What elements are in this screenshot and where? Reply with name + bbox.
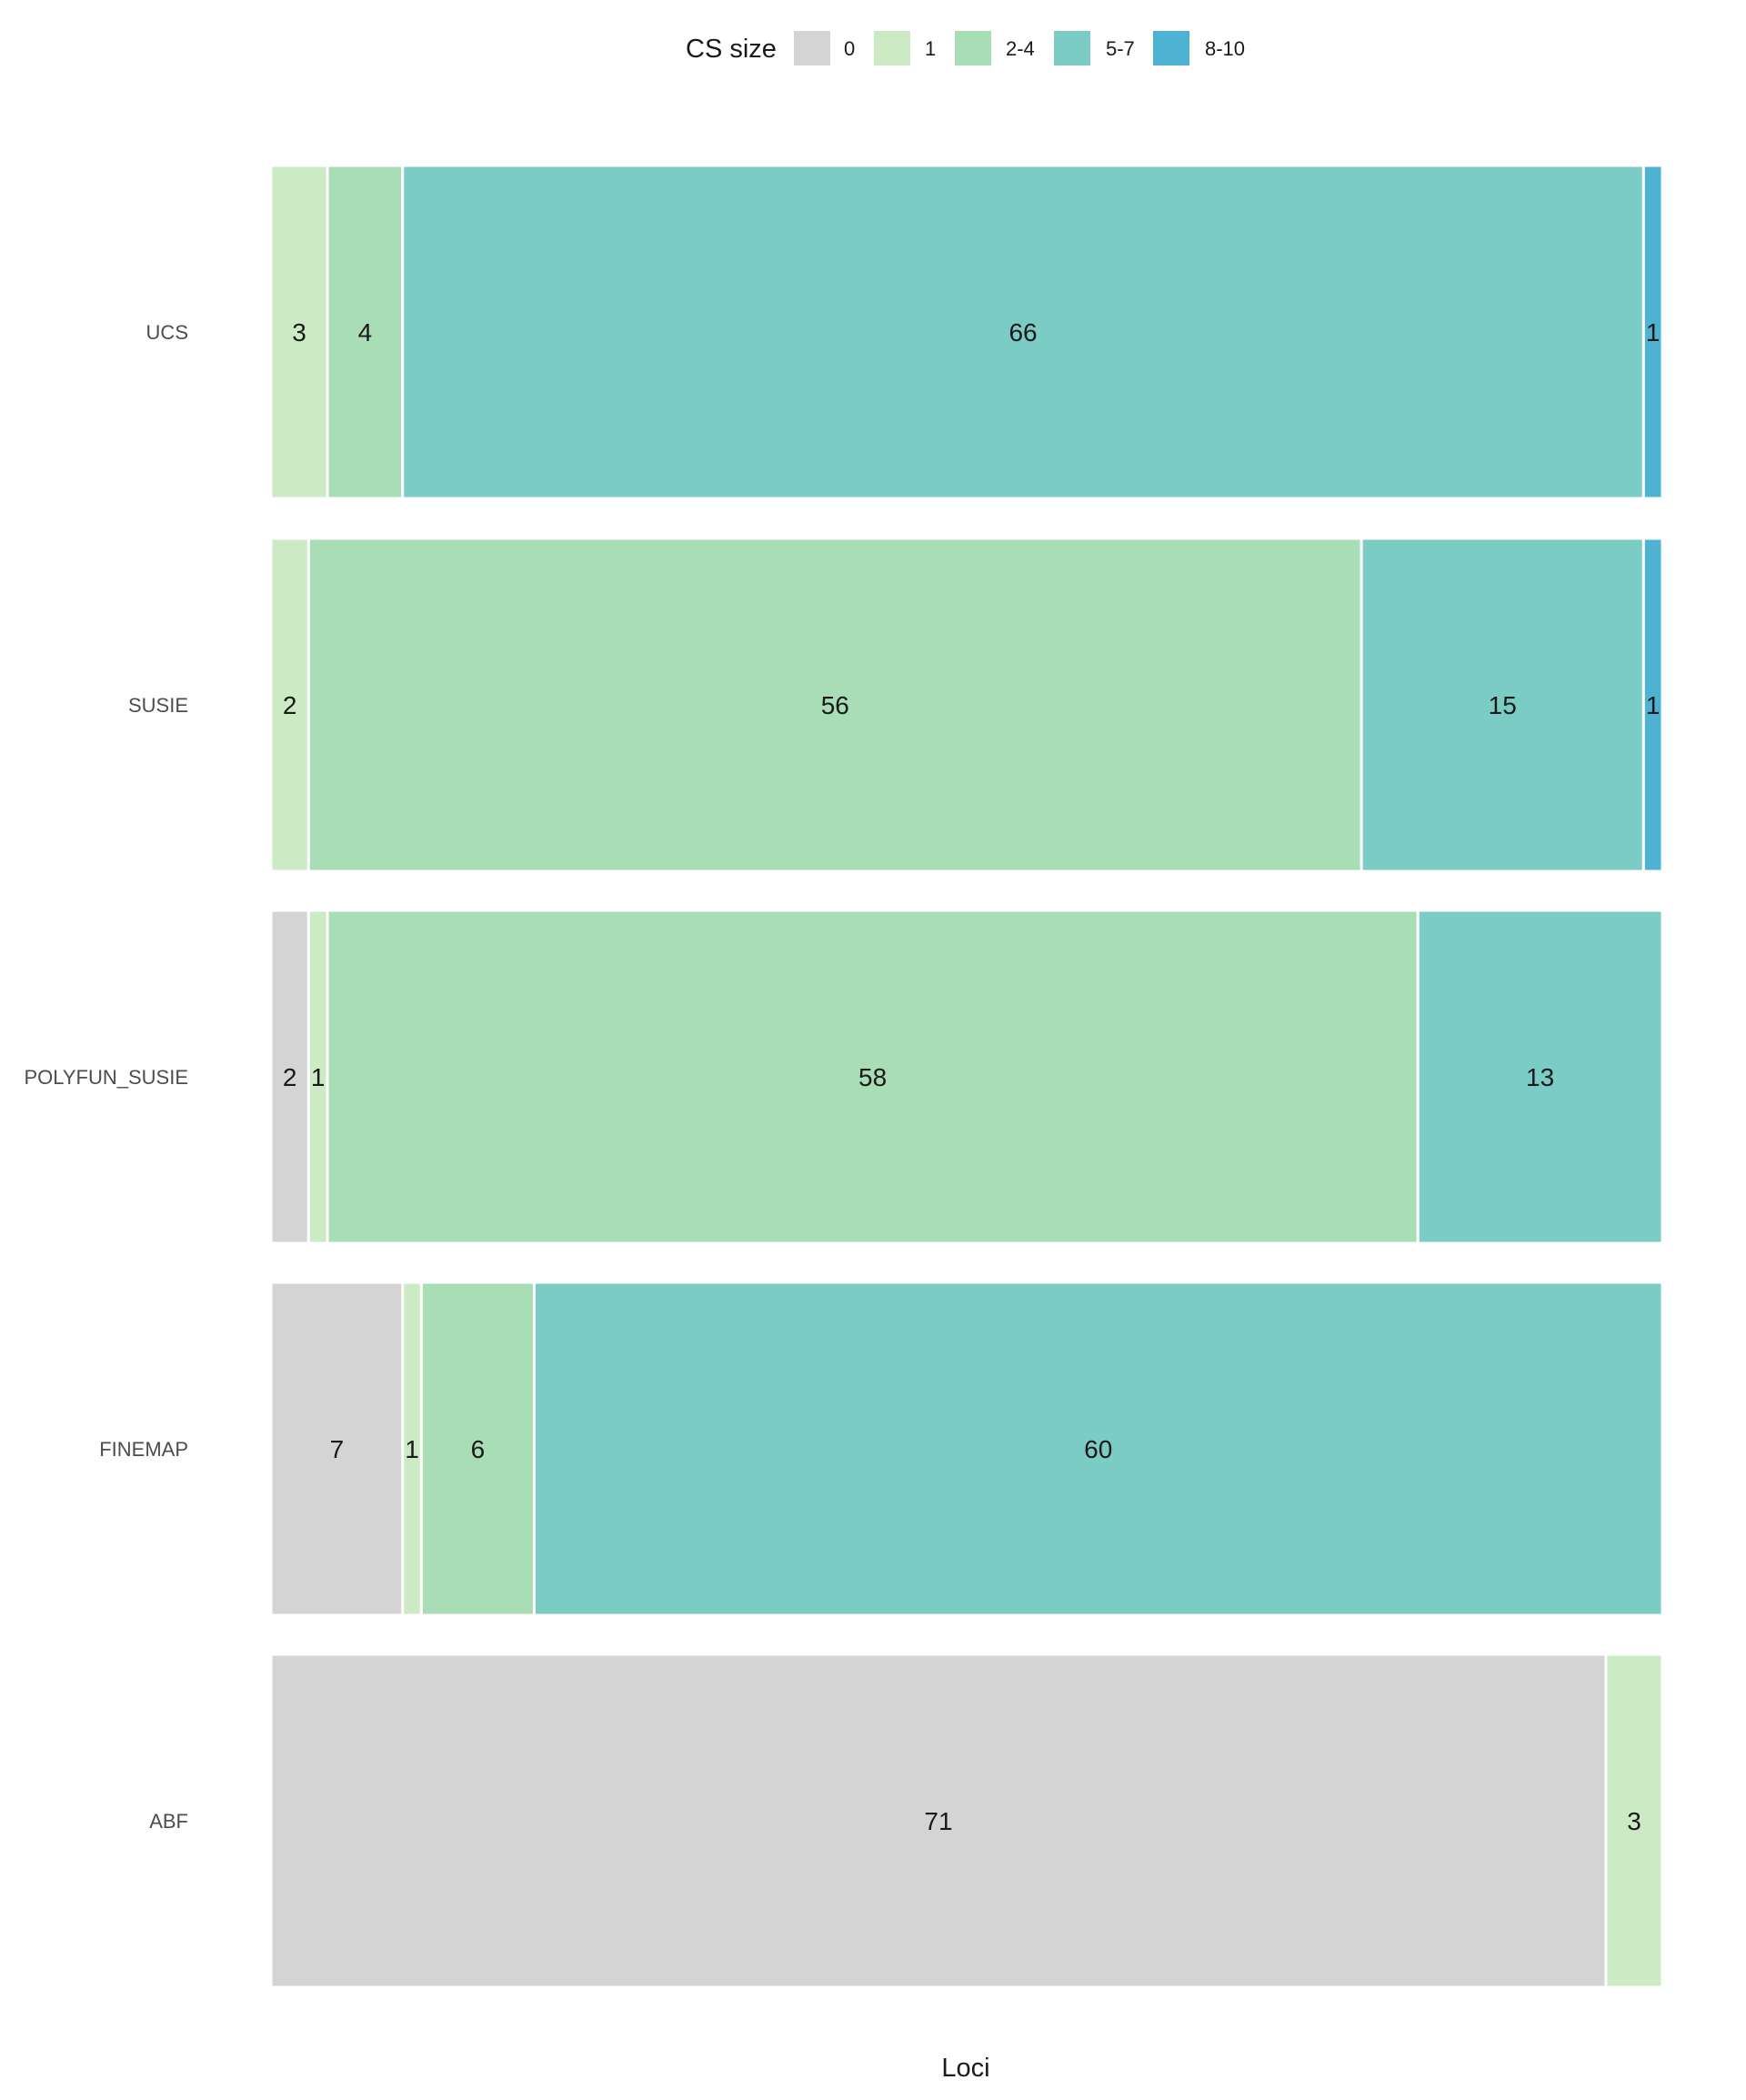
bar-segment xyxy=(1416,909,1664,1245)
legend: CS size 0 1 2-4 5-7 8-10 xyxy=(686,31,1245,65)
bar-segment xyxy=(326,164,405,500)
bar-segment-label: 71 xyxy=(924,1807,952,1835)
bar-segment-label: 2 xyxy=(283,691,297,719)
bar-segment xyxy=(269,537,310,873)
bar-segment-label: 1 xyxy=(1646,691,1661,719)
bar-segment xyxy=(1641,164,1664,500)
row-label-abf: ABF xyxy=(149,1810,188,1833)
bar-segment-label: 1 xyxy=(1646,318,1661,347)
bar-segment-label: 66 xyxy=(1008,318,1037,347)
bar-segment-label: 6 xyxy=(471,1435,486,1463)
legend-label-5-7: 5-7 xyxy=(1106,37,1135,60)
bar-segment-label: 1 xyxy=(405,1435,419,1463)
legend-swatch-1 xyxy=(874,31,910,65)
legend-label-2-4: 2-4 xyxy=(1006,37,1035,60)
bar-segment xyxy=(306,537,1363,873)
bar-segment xyxy=(269,909,310,1245)
legend-label-8-10: 8-10 xyxy=(1205,37,1245,60)
legend-label-1: 1 xyxy=(925,37,936,60)
bar-segment-label: 58 xyxy=(858,1063,887,1091)
row-label-susie: SUSIE xyxy=(128,694,188,717)
bar-segment-label: 56 xyxy=(821,691,849,719)
bar-segment xyxy=(1604,1653,1664,1989)
legend-swatch-5-7 xyxy=(1054,31,1090,65)
bar-segment xyxy=(419,1281,536,1617)
bar-segment-label: 2 xyxy=(283,1063,297,1091)
bar-segment-label: 3 xyxy=(292,318,306,347)
bar-segment-label: 1 xyxy=(311,1063,326,1091)
row-label-finemap: FINEMAP xyxy=(99,1438,188,1461)
bar-segment-label: 15 xyxy=(1489,691,1517,719)
legend-swatch-8-10 xyxy=(1153,31,1189,65)
bar-segment xyxy=(532,1281,1664,1617)
bar-segment xyxy=(269,1281,405,1617)
legend-swatch-2-4 xyxy=(955,31,991,65)
legend-swatch-0 xyxy=(794,31,830,65)
legend-title: CS size xyxy=(686,35,777,64)
bar-segment-label: 13 xyxy=(1526,1063,1554,1091)
bar-segment xyxy=(269,1653,1608,1989)
bar-segment-label: 7 xyxy=(330,1435,345,1463)
row-label-polyfun-susie: POLYFUN_SUSIE xyxy=(24,1066,188,1089)
bar-segment-label: 4 xyxy=(358,318,373,347)
row-label-ucs: UCS xyxy=(146,321,188,344)
x-axis-title: Loci xyxy=(941,2054,989,2083)
legend-label-0: 0 xyxy=(844,37,855,60)
bar-segment-label: 60 xyxy=(1084,1435,1112,1463)
bar-segment-label: 3 xyxy=(1627,1807,1641,1835)
bar-segment xyxy=(401,164,1645,500)
bar-segment xyxy=(269,164,329,500)
bar-segment xyxy=(326,909,1420,1245)
bar-segment xyxy=(1641,537,1664,873)
bar-segment xyxy=(1360,537,1645,873)
